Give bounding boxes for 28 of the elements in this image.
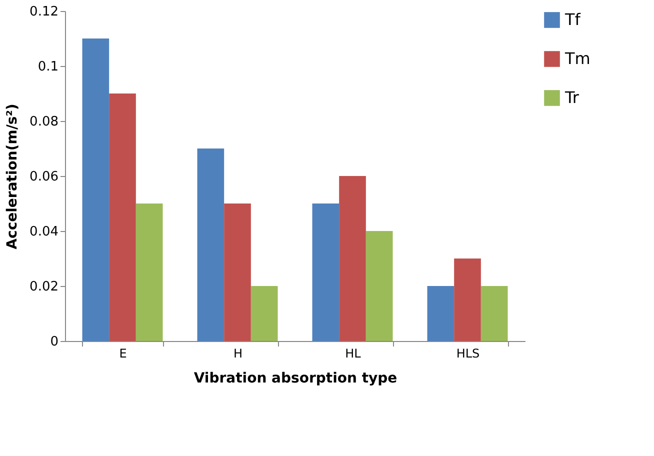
bar	[312, 204, 340, 341]
bar	[224, 204, 251, 341]
y-tick-label: 0.08	[30, 114, 58, 130]
x-tick-label: H	[233, 346, 243, 360]
bar	[366, 231, 393, 341]
bar	[136, 204, 163, 341]
bar	[339, 176, 366, 341]
y-tick-label: 0.06	[30, 170, 58, 184]
bar	[197, 148, 224, 341]
x-tick-label: HL	[345, 346, 362, 360]
y-axis-title: Acceleration(m/s²)	[4, 104, 21, 250]
bar	[427, 286, 454, 341]
legend-label: Tr	[564, 88, 580, 107]
bar	[480, 286, 508, 341]
x-axis-title: Vibration absorption type	[194, 370, 398, 386]
x-tick-label: HLS	[456, 346, 480, 360]
y-tick-label: 0.04	[30, 224, 58, 240]
bar	[82, 38, 110, 341]
bar	[250, 286, 278, 341]
bar	[109, 94, 136, 341]
legend-label: Tm	[564, 49, 590, 68]
y-tick-label: 0.12	[30, 4, 58, 20]
x-tick-label: E	[119, 346, 127, 360]
y-tick-label: 0.02	[30, 280, 58, 294]
legend-label: Tf	[564, 10, 581, 29]
bar	[454, 258, 481, 341]
y-tick-label: 0	[50, 334, 58, 350]
y-tick-label: 0.1	[38, 60, 58, 74]
